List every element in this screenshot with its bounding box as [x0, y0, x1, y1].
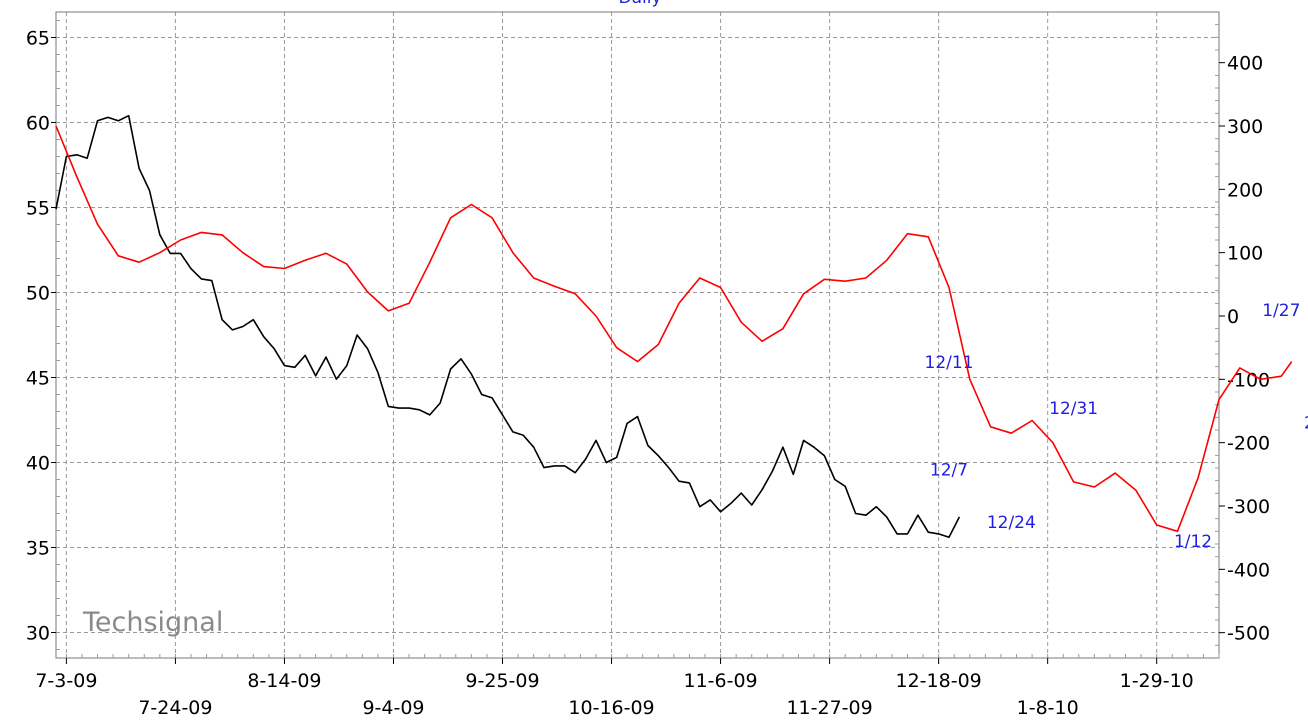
- left-tick-label: 65: [26, 28, 50, 50]
- date-annotation: 1/12: [1174, 532, 1212, 552]
- date-annotation: 12/31: [1049, 399, 1098, 419]
- date-annotation: 2/3: [1304, 414, 1308, 434]
- x-tick-label: 9-25-09: [465, 670, 539, 692]
- plot-frame: [55, 11, 1220, 659]
- right-tick-label: -400: [1227, 559, 1270, 581]
- left-tick-label: 35: [26, 538, 50, 560]
- left-tick-label: 60: [26, 113, 50, 135]
- date-annotation: 12/7: [930, 461, 968, 481]
- right-tick-label: -100: [1227, 369, 1270, 391]
- watermark-text: Techsignal: [82, 607, 223, 638]
- x-tick-label: 10-16-09: [568, 697, 654, 719]
- right-tick-label: 400: [1227, 53, 1263, 75]
- series-layer: [55, 114, 1293, 539]
- left-tick-label: 50: [26, 283, 50, 305]
- chart-title: Daily: [618, 0, 661, 8]
- date-annotation: 12/11: [925, 353, 974, 373]
- date-annotation: 12/24: [987, 513, 1036, 533]
- x-axis: 7-3-09 7-24-09 8-14-09 9-4-09 9-25-09 10-16-0…: [35, 654, 1220, 719]
- x-tick-label: 11-27-09: [786, 697, 872, 719]
- x-tick-label: 7-3-09: [35, 670, 97, 692]
- annotation-layer: 12/11 12/7 12/31 12/24 1/12 1/27 2/3: [925, 301, 1308, 552]
- left-tick-label: 40: [26, 453, 50, 475]
- x-tick-label: 12-18-09: [896, 670, 982, 692]
- series-line-black: [55, 114, 961, 539]
- x-tick-label: 1-29-10: [1120, 670, 1194, 692]
- left-y-axis: 30 35 40 45 50 55 60 65: [26, 20, 60, 650]
- right-y-axis: -500 -400 -300 -200 -100 0 100 200 300 400: [1215, 24, 1270, 646]
- x-tick-label: 11-6-09: [683, 670, 757, 692]
- x-tick-label: 7-24-09: [138, 697, 212, 719]
- right-tick-label: 200: [1227, 179, 1263, 201]
- left-tick-label: 45: [26, 368, 50, 390]
- series-line-red: [55, 125, 1293, 533]
- right-tick-label: -500: [1227, 623, 1270, 645]
- x-tick-label: 1-8-10: [1017, 697, 1079, 719]
- x-tick-label: 9-4-09: [362, 697, 424, 719]
- right-tick-label: 300: [1227, 116, 1263, 138]
- date-annotation: 1/27: [1262, 301, 1300, 321]
- x-tick-label: 8-14-09: [247, 670, 321, 692]
- right-tick-label: -200: [1227, 433, 1270, 455]
- left-tick-label: 55: [26, 198, 50, 220]
- right-tick-label: -300: [1227, 496, 1270, 518]
- grid: [56, 12, 1219, 658]
- right-tick-label: 0: [1227, 306, 1239, 328]
- left-tick-label: 30: [26, 623, 50, 645]
- right-tick-label: 100: [1227, 243, 1263, 265]
